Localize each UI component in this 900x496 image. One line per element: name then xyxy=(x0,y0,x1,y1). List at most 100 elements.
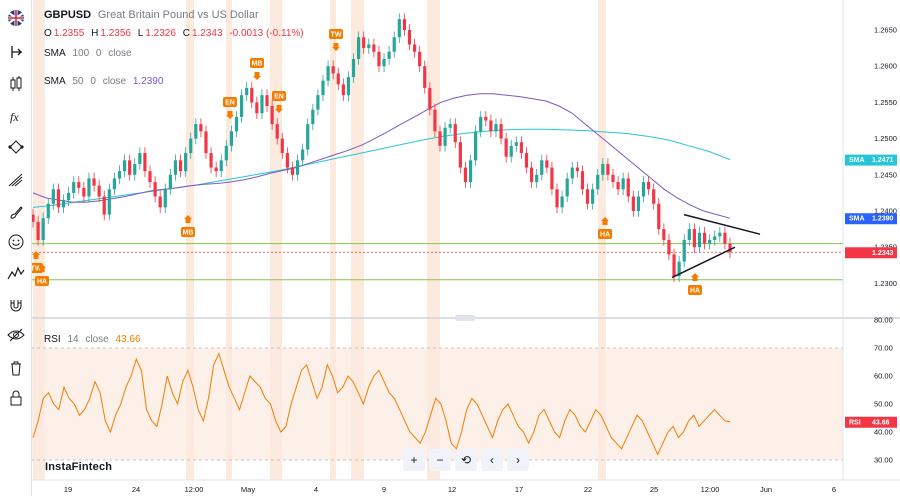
candle[interactable] xyxy=(545,160,549,168)
candle[interactable] xyxy=(122,160,127,172)
signal-marker[interactable]: HA xyxy=(35,264,49,286)
candle[interactable] xyxy=(458,142,462,168)
candle[interactable] xyxy=(133,163,137,175)
candle[interactable] xyxy=(275,124,279,139)
candle[interactable] xyxy=(708,239,712,244)
candle[interactable] xyxy=(285,153,289,168)
price-axis[interactable]: 1.26501.26001.25501.25001.24501.24001.23… xyxy=(874,26,897,288)
rsi-legend[interactable]: RSI 14 close 43.66 xyxy=(44,334,145,345)
candle[interactable] xyxy=(214,167,218,172)
candle[interactable] xyxy=(540,160,544,175)
candle[interactable] xyxy=(92,178,96,186)
candle[interactable] xyxy=(428,87,432,110)
candle[interactable] xyxy=(31,214,35,222)
candle[interactable] xyxy=(341,84,345,96)
candle[interactable] xyxy=(301,149,305,161)
candle[interactable] xyxy=(611,174,615,183)
candle[interactable] xyxy=(199,124,203,132)
candle[interactable] xyxy=(509,145,513,157)
candle[interactable] xyxy=(448,124,452,128)
reset-button[interactable]: ⟲ xyxy=(455,449,477,471)
candle[interactable] xyxy=(72,182,76,193)
candle[interactable] xyxy=(662,229,666,240)
lock-tool[interactable] xyxy=(4,386,27,409)
candle[interactable] xyxy=(229,131,234,146)
candle[interactable] xyxy=(392,37,396,52)
triangle-upper-line[interactable] xyxy=(683,213,761,235)
candle[interactable] xyxy=(82,187,86,197)
candle[interactable] xyxy=(326,66,330,81)
candle[interactable] xyxy=(580,171,585,190)
candle[interactable] xyxy=(575,167,579,172)
candle[interactable] xyxy=(260,95,264,114)
candle[interactable] xyxy=(46,203,50,219)
node-tool[interactable] xyxy=(4,135,27,158)
candle[interactable] xyxy=(219,160,223,172)
candle[interactable] xyxy=(209,153,213,168)
candle[interactable] xyxy=(311,109,315,125)
candle[interactable] xyxy=(362,37,366,49)
candle[interactable] xyxy=(423,66,427,88)
candle[interactable] xyxy=(224,145,228,161)
candle[interactable] xyxy=(591,189,595,204)
candle[interactable] xyxy=(41,218,45,240)
candle[interactable] xyxy=(382,58,386,67)
signal-marker[interactable]: EN xyxy=(223,97,237,119)
cursor-tool[interactable] xyxy=(4,40,27,63)
candle[interactable] xyxy=(107,189,111,215)
zoom-out-button[interactable]: − xyxy=(429,449,451,471)
candle[interactable] xyxy=(270,106,274,125)
candle[interactable] xyxy=(36,221,40,240)
candle[interactable] xyxy=(250,87,254,103)
candle[interactable] xyxy=(499,124,503,139)
candle[interactable] xyxy=(570,167,574,179)
candle[interactable] xyxy=(687,229,691,240)
candle[interactable] xyxy=(514,142,518,146)
eye-off-tool[interactable] xyxy=(4,323,27,346)
candle[interactable] xyxy=(153,182,157,197)
candle[interactable] xyxy=(682,239,686,262)
candle[interactable] xyxy=(626,178,630,197)
candle[interactable] xyxy=(148,171,152,183)
candle[interactable] xyxy=(331,66,335,74)
candle[interactable] xyxy=(504,138,508,157)
candle[interactable] xyxy=(67,192,71,201)
candle[interactable] xyxy=(529,167,534,183)
candle[interactable] xyxy=(463,167,468,183)
time-axis[interactable]: 19 24 12:00 May 4 9 12 17 22 25 12:00 Jun 6 xyxy=(64,485,836,494)
candle[interactable] xyxy=(87,178,91,197)
candle[interactable] xyxy=(102,196,106,215)
candle[interactable] xyxy=(239,95,244,117)
emoji-tool[interactable] xyxy=(4,230,27,253)
candle[interactable] xyxy=(438,131,442,146)
signal-marker[interactable]: MB xyxy=(181,215,195,237)
candle[interactable] xyxy=(677,261,681,277)
candle[interactable] xyxy=(616,182,620,190)
candle[interactable] xyxy=(143,153,147,172)
candle[interactable] xyxy=(306,124,310,150)
candle[interactable] xyxy=(367,44,371,49)
triangle-lower-line[interactable] xyxy=(671,246,736,279)
candle[interactable] xyxy=(61,200,66,208)
candle[interactable] xyxy=(728,243,732,253)
candle[interactable] xyxy=(641,182,646,197)
price-pane[interactable]: TW HA MB EN MB EN TW HA HA xyxy=(29,13,843,295)
zoom-in-button[interactable]: + xyxy=(403,449,425,471)
candle[interactable] xyxy=(657,203,661,230)
candle[interactable] xyxy=(290,167,295,175)
candle[interactable] xyxy=(112,178,117,190)
candle[interactable] xyxy=(718,232,722,237)
candle[interactable] xyxy=(433,109,437,132)
candle[interactable] xyxy=(723,232,727,244)
candle[interactable] xyxy=(601,163,605,175)
candle[interactable] xyxy=(565,178,569,197)
candle[interactable] xyxy=(524,153,529,168)
sma50-line[interactable] xyxy=(32,93,731,219)
candle[interactable] xyxy=(631,196,635,211)
candle[interactable] xyxy=(163,189,167,208)
magnet-tool[interactable] xyxy=(4,293,27,316)
candle[interactable] xyxy=(468,160,473,183)
scroll-left-button[interactable]: ‹ xyxy=(481,449,503,471)
candle[interactable] xyxy=(397,19,401,38)
candle[interactable] xyxy=(412,44,417,52)
